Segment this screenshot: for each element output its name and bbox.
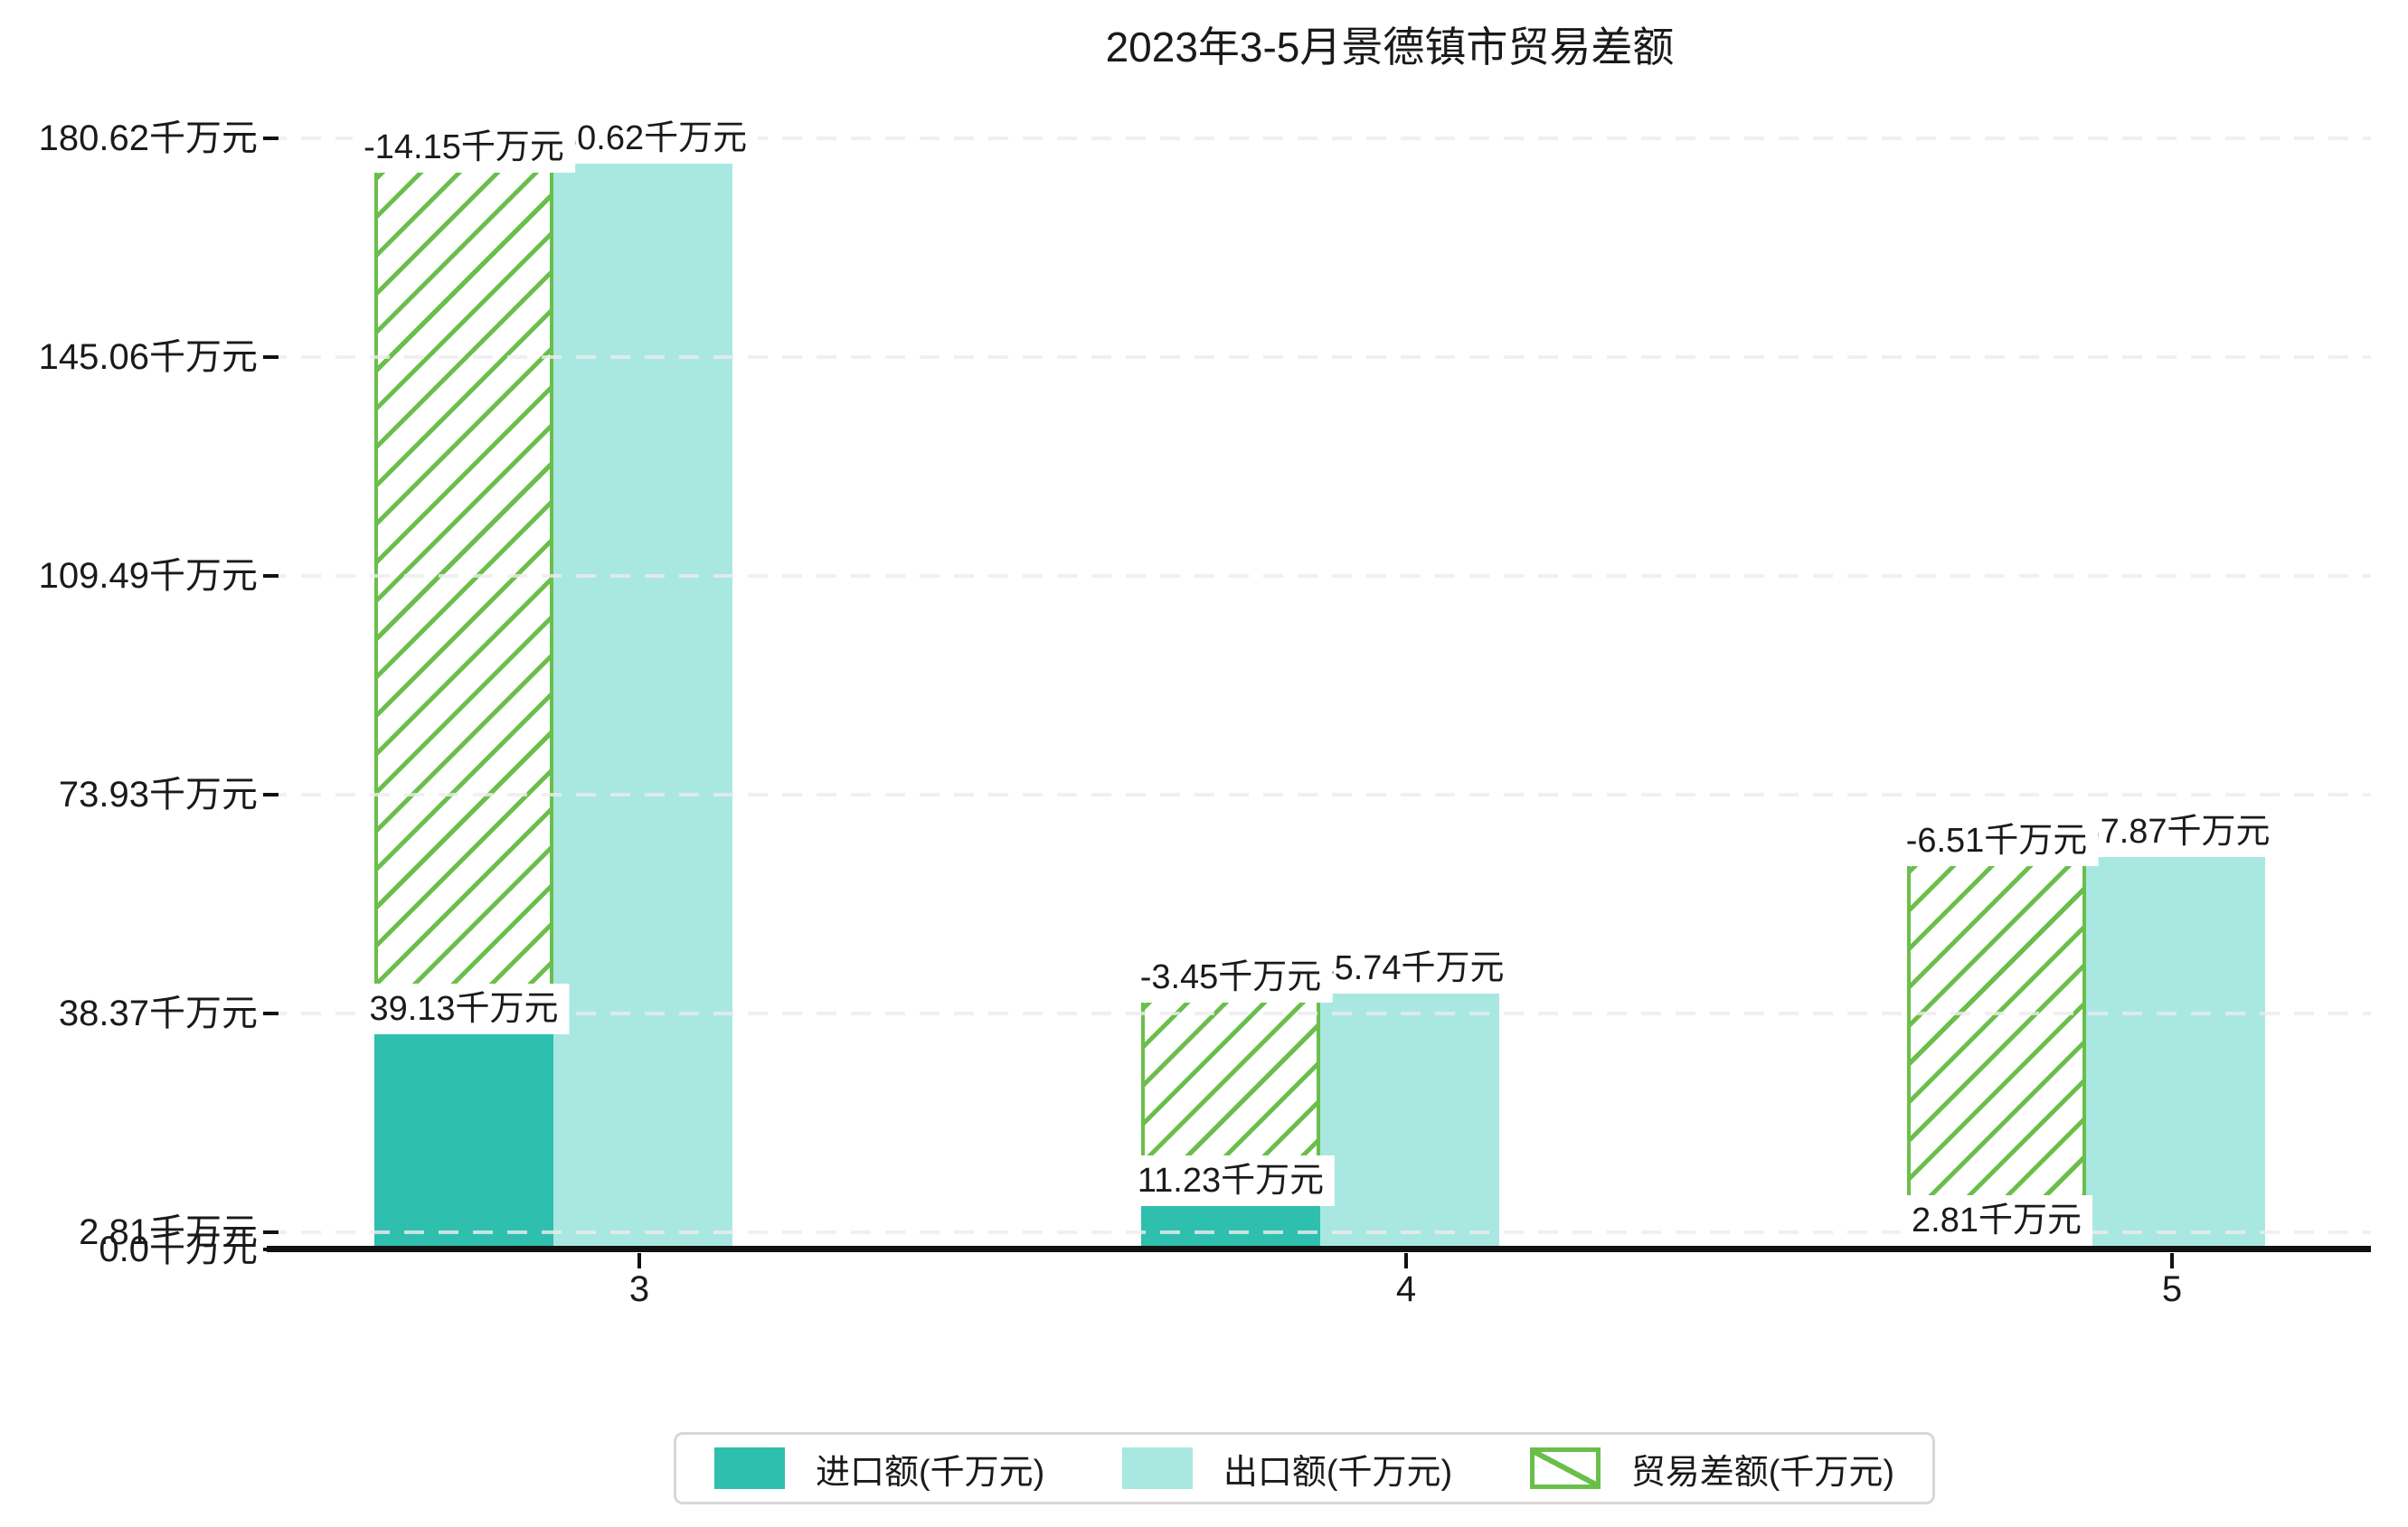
gridline [267,793,2371,796]
y-tick-label: 38.37千万元 [58,994,258,1033]
export-bar [1320,968,1499,1248]
export-bar-label: 45.74千万元 [1304,943,1516,994]
chart-title: 2023年3-5月景德镇市贸易差额 [1105,24,1675,71]
legend: 进口额(千万元) 出口额(千万元) 贸易差额(千万元) [674,1432,1935,1504]
y-tick-mark [263,1012,279,1015]
y-tick-mark [263,1230,279,1234]
y-tick-label: 2.81千万元 [79,1212,258,1252]
import-swatch-icon [714,1447,785,1489]
import-bar-label: 11.23千万元 [1126,1155,1336,1206]
export-bar [553,138,732,1248]
import-bar-label: 2.81千万元 [1901,1195,2092,1246]
x-tick-mark [1404,1253,1408,1268]
y-tick-mark [263,355,279,359]
y-tick-label: 73.93千万元 [58,775,258,815]
export-bar [2086,832,2265,1248]
y-tick-label: 0.0千万元 [99,1230,258,1269]
trade-balance-bar-label: -6.51千万元 [1894,815,2099,866]
trade-balance-swatch-icon [1529,1447,1601,1489]
legend-item-export: 出口额(千万元) [1121,1444,1453,1494]
legend-label-trade-balance: 贸易差额(千万元) [1630,1453,1894,1492]
x-tick-label: 3 [628,1269,650,1309]
export-bar-label: 67.87千万元 [2070,806,2281,857]
legend-item-trade-balance: 贸易差额(千万元) [1529,1444,1894,1494]
y-tick-mark [263,793,279,796]
gridline [267,1012,2371,1015]
export-swatch-icon [1121,1447,1193,1489]
y-tick-mark [263,137,279,140]
y-tick-mark [263,574,279,578]
legend-item-import: 进口额(千万元) [714,1444,1044,1494]
y-tick-label: 109.49千万元 [38,556,258,596]
y-tick-label: 145.06千万元 [38,337,258,377]
x-axis-line [267,1246,2371,1252]
import-bar [374,1009,553,1248]
gridline [267,574,2371,578]
import-bar-label: 39.13千万元 [358,984,570,1034]
gridline [267,1230,2371,1234]
legend-label-export: 出口额(千万元) [1223,1453,1453,1492]
x-tick-mark [2170,1253,2174,1268]
x-tick-label: 5 [2161,1269,2183,1309]
x-tick-label: 4 [1395,1269,1417,1309]
x-tick-mark [637,1253,641,1268]
gridline [267,137,2371,140]
trade-balance-bar-label: -3.45千万元 [1128,952,1333,1003]
trade-balance-bar [1907,832,2086,1232]
legend-label-import: 进口额(千万元) [816,1453,1045,1492]
trade-balance-bar-label: -14.15千万元 [353,122,575,173]
y-tick-label: 180.62千万元 [38,118,258,158]
trade-balance-bar [374,138,553,1009]
gridline [267,355,2371,359]
